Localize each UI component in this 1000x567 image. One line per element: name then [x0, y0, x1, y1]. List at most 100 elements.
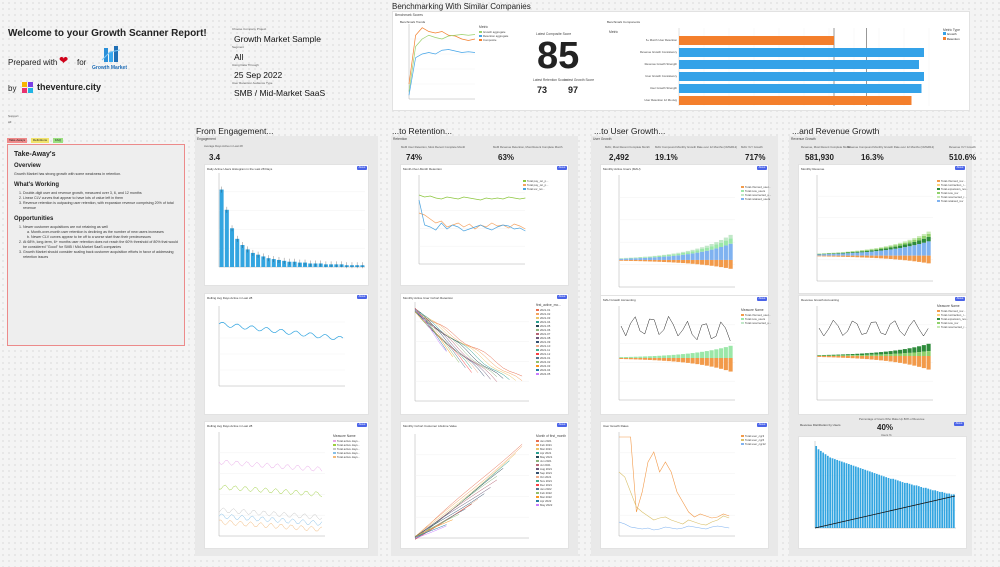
report-title: Welcome to your Growth Scanner Report!: [8, 28, 207, 39]
distribution-bar: [915, 485, 918, 528]
tab-faq[interactable]: FAQ: [53, 138, 64, 143]
stack-segment: [874, 248, 879, 250]
legend-swatch: [536, 329, 539, 331]
support-select[interactable]: All: [8, 120, 12, 124]
benchmark-panel: Benchmark Scores Benchmark Trends Metric…: [392, 11, 970, 111]
legend-title: Month of first_month: [536, 434, 567, 438]
legend-swatch: [536, 361, 539, 363]
growth-rate-line-2: [618, 521, 730, 531]
component-label: User Growth Strength: [650, 86, 677, 90]
company-select[interactable]: Growth Market Sample: [234, 34, 321, 44]
expansion-bar: [841, 354, 846, 356]
retention-kpi1-label: MoM User Retention, Most Recent Complete…: [401, 145, 466, 149]
legend-item: Retention aggregate: [479, 34, 508, 38]
mom-retention-chart: [418, 175, 526, 265]
about-button[interactable]: About: [757, 166, 767, 170]
stack-segment: [926, 236, 931, 242]
overview-heading: Overview: [14, 163, 41, 169]
trend-line-0: [408, 27, 476, 85]
distribution-bar: [836, 459, 839, 528]
legend-swatch: [536, 357, 539, 359]
negative-segment: [723, 259, 728, 268]
negative-segment: [874, 255, 879, 259]
list-item: Linear CLV curves that appear to have lo…: [23, 196, 178, 201]
growth-bar: [719, 348, 724, 358]
stack-segment: [907, 246, 912, 256]
about-button[interactable]: About: [757, 423, 767, 427]
distribution-bar: [894, 479, 897, 528]
mom-retention-legend: Total pay_ret_p... Total pay_ret_p... Tota…: [523, 179, 548, 191]
legend-swatch: [937, 314, 940, 316]
stack-segment: [841, 252, 846, 254]
stack-segment: [728, 238, 733, 244]
stack-segment: [855, 251, 860, 253]
distribution-bar: [840, 461, 843, 528]
revenue-column: Revenue Growth Revenue, Most Recent Comp…: [789, 136, 976, 556]
ug-kpi2-label: MAU Compound Monthly Growth Rate over 12…: [655, 145, 738, 149]
about-button[interactable]: About: [757, 297, 767, 301]
about-button[interactable]: About: [357, 166, 367, 170]
stack-segment: [685, 250, 690, 253]
new-bar: [926, 351, 931, 356]
about-button[interactable]: About: [955, 166, 965, 170]
new-bar: [912, 352, 917, 356]
stack-segment: [709, 249, 714, 260]
growth-bar: [619, 357, 624, 358]
stack-segment: [879, 247, 884, 248]
stack-segment: [883, 250, 888, 256]
churn-bar: [666, 358, 671, 362]
clv-line-15: [414, 524, 447, 538]
trend-line-2: [408, 49, 476, 96]
component-bar: [679, 60, 919, 69]
stack-segment: [921, 242, 926, 256]
distribution-bar: [931, 490, 934, 528]
tab-take-aways[interactable]: Take-Aways: [7, 138, 28, 143]
stack-segment: [893, 245, 898, 247]
user-growth-rates-card: User Growth Rates About Total user_cgr3 T…: [600, 421, 769, 549]
legend-label: 2021-05: [540, 324, 551, 328]
histogram-bar: [282, 260, 287, 267]
distribution-bar: [819, 450, 822, 528]
about-button[interactable]: About: [557, 423, 567, 427]
stack-segment: [652, 256, 657, 258]
date-input[interactable]: 25 Sep 2022: [234, 70, 283, 80]
about-button[interactable]: About: [955, 297, 965, 301]
retention-kpi2-value: 63%: [498, 153, 515, 162]
stack-segment: [657, 255, 662, 257]
legend-label: Total active days...: [337, 451, 361, 455]
expansion-bar: [855, 353, 860, 356]
stack-segment: [864, 250, 869, 252]
legend-swatch: [536, 353, 539, 355]
cohort-type-select[interactable]: SMB / Mid-Market SaaS: [234, 88, 326, 98]
about-button[interactable]: About: [557, 295, 567, 299]
legend-item: Total user_cgr3: [741, 434, 766, 438]
segment-select[interactable]: All: [234, 52, 244, 62]
legend-label: 2021-02: [540, 312, 551, 316]
legend-item: Total new_users: [741, 189, 771, 193]
stack-segment: [926, 233, 931, 237]
expansion-bar: [921, 345, 926, 352]
legend-label: Total retained_rev: [941, 199, 964, 203]
legend-swatch: [741, 439, 744, 441]
legend-label: Retention aggregate: [483, 34, 509, 38]
legend-item: Total active days...: [333, 447, 360, 451]
distribution-bar: [857, 467, 860, 528]
legend-swatch: [536, 337, 539, 339]
negative-segment: [898, 255, 903, 260]
stack-segment: [912, 239, 917, 242]
about-button[interactable]: About: [557, 166, 567, 170]
stack-segment: [926, 231, 931, 234]
stack-segment: [690, 249, 695, 252]
takeaways-panel: Take-Away's Overview Growth Market has s…: [7, 144, 185, 346]
component-bar: [679, 72, 924, 81]
histogram-bar: [256, 254, 261, 267]
about-button[interactable]: About: [357, 295, 367, 299]
mau-title: Monthly Active Users (MAU): [603, 167, 641, 171]
legend-label: Total user_cgr6: [745, 438, 765, 442]
expansion-bar: [893, 350, 898, 354]
user-growth-title: ...to User Growth...: [594, 126, 666, 136]
about-button[interactable]: About: [357, 423, 367, 427]
venture-city-logo-text: theventure.city: [37, 82, 102, 92]
tab-definitions[interactable]: Definitions: [31, 138, 50, 143]
about-button[interactable]: About: [954, 422, 964, 426]
